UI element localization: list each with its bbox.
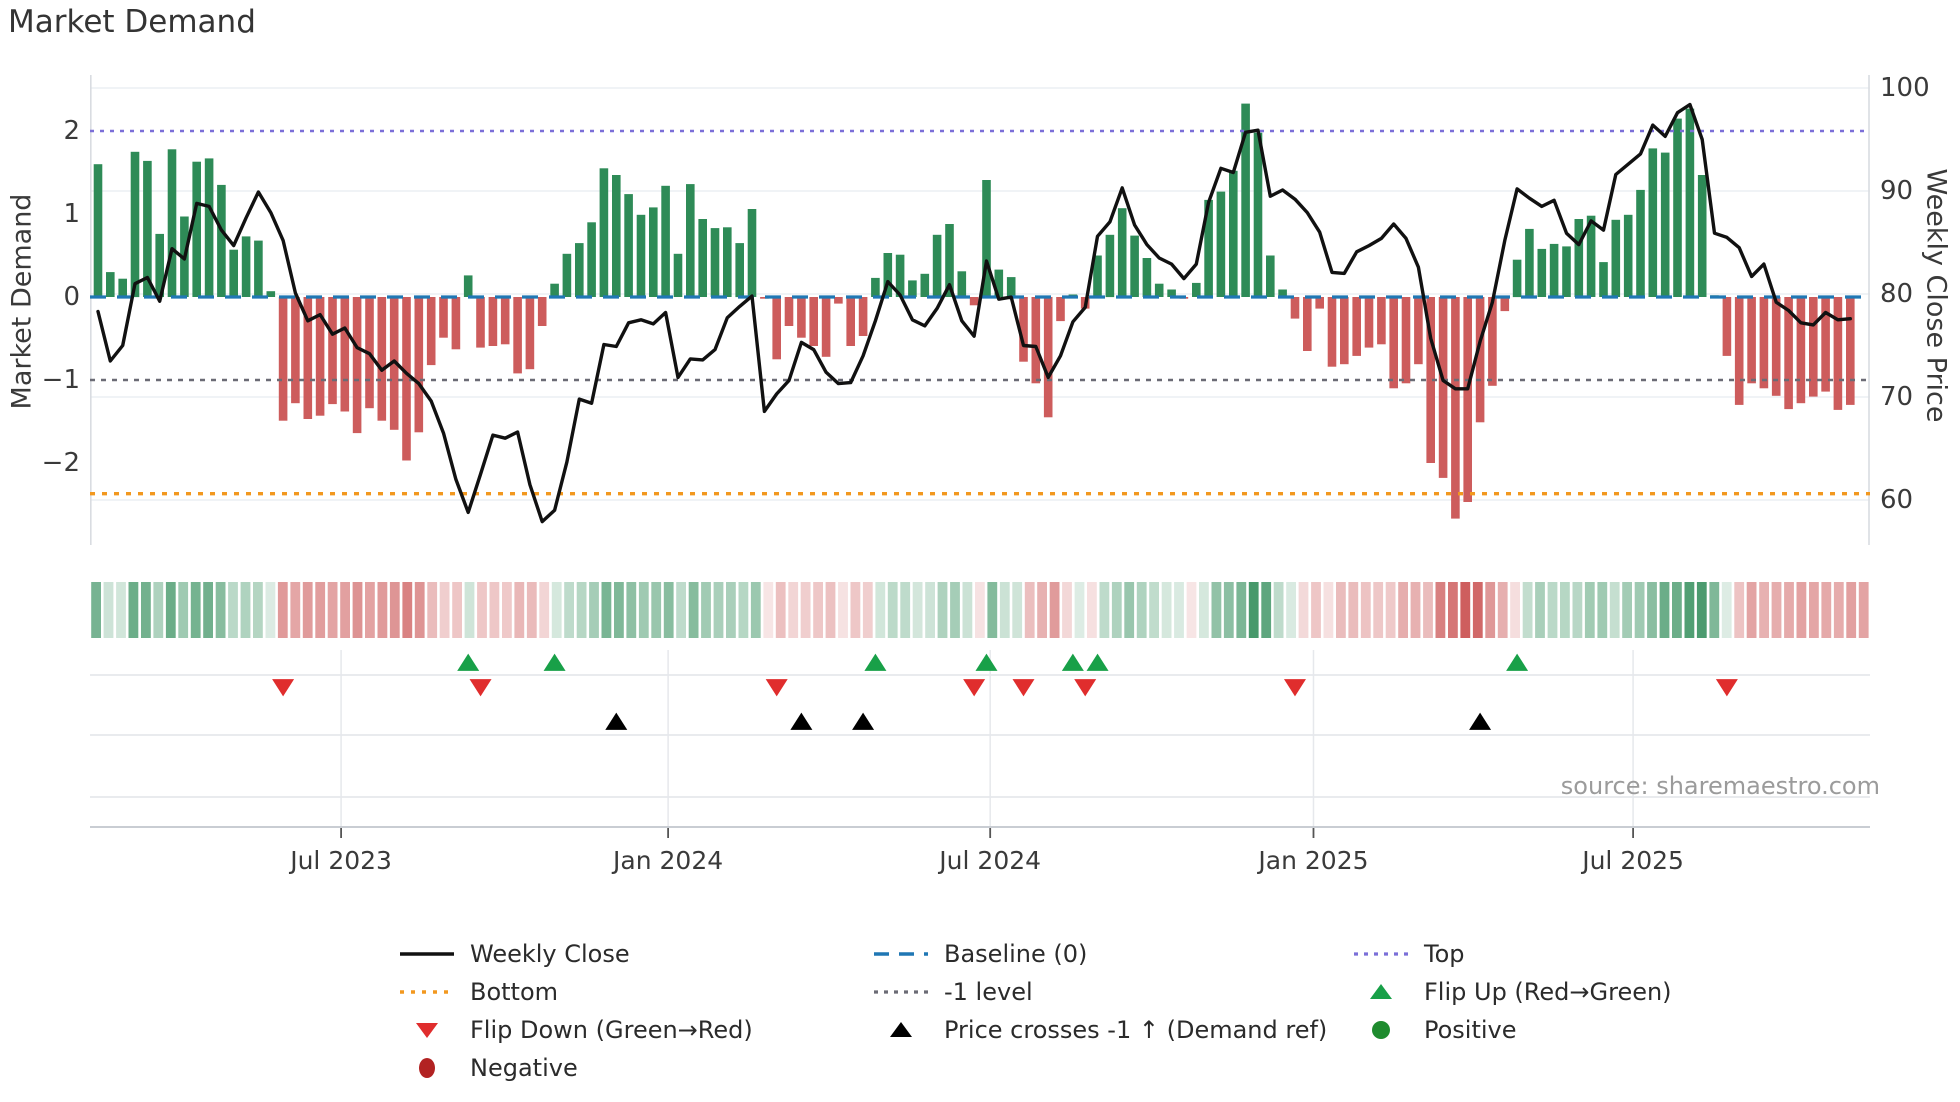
legend-item-label: Flip Down (Green→Red): [470, 1016, 753, 1044]
legend-item-flip-down-green-red: Flip Down (Green→Red): [398, 1014, 753, 1046]
dots-purple-icon: [1352, 943, 1410, 965]
legend-item-label: Flip Up (Red→Green): [1424, 978, 1672, 1006]
legend-item-top: Top: [1352, 938, 1465, 970]
legend-item-price-crosses-1-demand-ref: Price crosses -1 ↑ (Demand ref): [872, 1014, 1327, 1046]
x-tick-label: Jul 2024: [939, 846, 1042, 875]
x-tick-label: Jul 2023: [290, 846, 392, 875]
y-left-tick: 2: [63, 116, 80, 146]
legend-item-label: Price crosses -1 ↑ (Demand ref): [944, 1016, 1328, 1044]
y-right-tick: 80: [1880, 279, 1914, 309]
marker-panel: [90, 650, 1870, 838]
legend-item-weekly-close: Weekly Close: [398, 938, 630, 970]
y-left-tick: −2: [41, 448, 80, 478]
dots-gray-icon: [872, 981, 930, 1003]
x-tick-label: Jul 2025: [1582, 846, 1684, 875]
legend-item-label: Top: [1424, 940, 1465, 968]
y-left-tick: 1: [63, 199, 80, 229]
dot-darkred-icon: [398, 1057, 456, 1079]
legend-item-label: Bottom: [470, 978, 559, 1006]
dot-green-icon: [1352, 1019, 1410, 1041]
y-left-tick: −1: [41, 365, 80, 395]
tri-down-red-icon: [398, 1019, 456, 1041]
chart-title: Market Demand: [8, 4, 256, 40]
legend-item-label: Baseline (0): [944, 940, 1088, 968]
solid-line-icon: [398, 943, 456, 965]
y-right-tick: 60: [1880, 485, 1914, 515]
y-left-tick: 0: [63, 282, 80, 312]
heatmap-strip: [91, 582, 1869, 638]
dashes-blue-icon: [872, 943, 930, 965]
y-right-tick: 100: [1880, 73, 1930, 103]
legend-item-negative: Negative: [398, 1052, 578, 1084]
source-credit: source: sharemaestro.com: [1560, 772, 1880, 800]
x-tick-label: Jan 2024: [613, 846, 724, 875]
legend-item-label: -1 level: [944, 978, 1033, 1006]
legend-item-label: Negative: [470, 1054, 578, 1082]
legend-item-label: Positive: [1424, 1016, 1517, 1044]
dots-orange-icon: [398, 981, 456, 1003]
tri-up-black-icon: [872, 1019, 930, 1041]
legend-item-flip-up-red-green: Flip Up (Red→Green): [1352, 976, 1672, 1008]
legend-item-1-level: -1 level: [872, 976, 1033, 1008]
y-right-tick: 90: [1880, 176, 1914, 206]
tri-up-green-icon: [1352, 981, 1410, 1003]
legend-item-baseline-0: Baseline (0): [872, 938, 1087, 970]
legend-item-label: Weekly Close: [470, 940, 630, 968]
x-tick-label: Jan 2025: [1258, 846, 1369, 875]
legend-item-positive: Positive: [1352, 1014, 1517, 1046]
y-right-tick: 70: [1880, 382, 1914, 412]
legend-item-bottom: Bottom: [398, 976, 558, 1008]
main-chart-svg: [90, 75, 1870, 545]
